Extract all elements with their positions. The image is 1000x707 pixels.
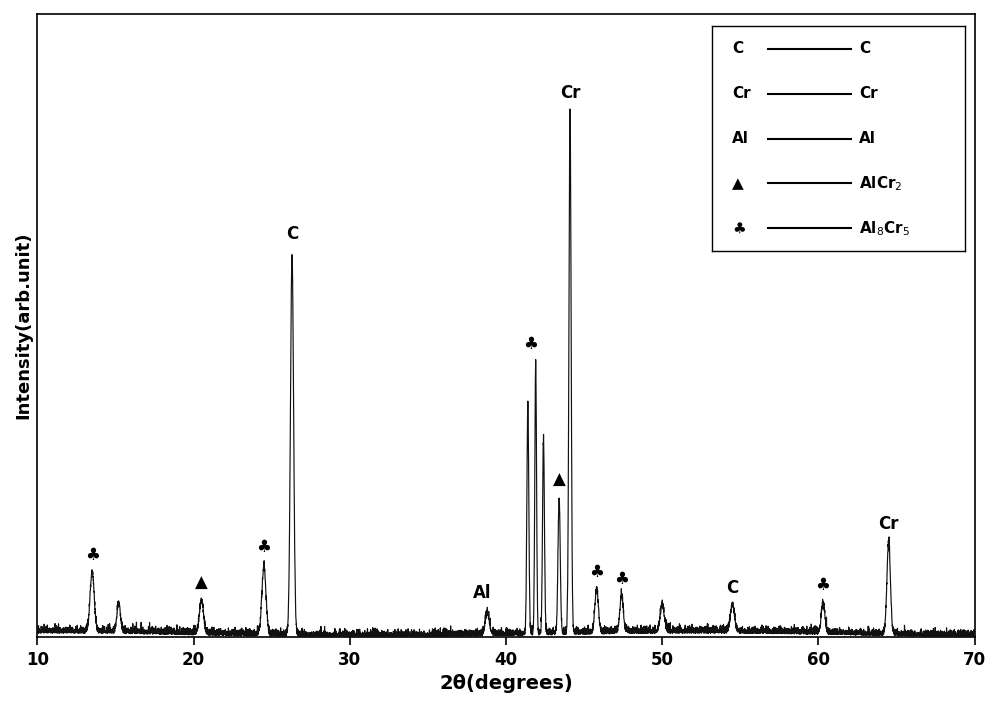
Text: Cr: Cr — [878, 515, 899, 533]
Text: ▲: ▲ — [553, 470, 565, 489]
Text: C: C — [286, 225, 298, 243]
Text: ♣: ♣ — [816, 576, 830, 594]
Text: ♣: ♣ — [614, 570, 629, 588]
Text: Al: Al — [473, 584, 492, 602]
Text: ♣: ♣ — [524, 334, 538, 353]
Text: ♣: ♣ — [256, 538, 271, 556]
Y-axis label: Intensity(arb.unit): Intensity(arb.unit) — [14, 232, 32, 419]
Text: ♣: ♣ — [85, 546, 100, 564]
Text: Cr: Cr — [560, 84, 580, 102]
Text: ▲: ▲ — [195, 574, 208, 592]
Text: ♣: ♣ — [589, 563, 604, 581]
X-axis label: 2θ(degrees): 2θ(degrees) — [439, 674, 573, 693]
Text: C: C — [726, 579, 739, 597]
